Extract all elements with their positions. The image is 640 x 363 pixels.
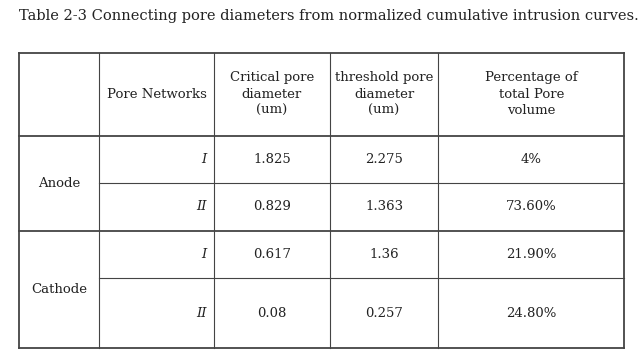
Text: 1.36: 1.36 — [369, 248, 399, 261]
Text: I: I — [202, 248, 207, 261]
Text: Percentage of
total Pore
volume: Percentage of total Pore volume — [485, 72, 577, 117]
Text: 1.363: 1.363 — [365, 200, 403, 213]
Text: threshold pore
diameter
(um): threshold pore diameter (um) — [335, 72, 433, 117]
Text: Table 2-3 Connecting pore diameters from normalized cumulative intrusion curves.: Table 2-3 Connecting pore diameters from… — [19, 9, 639, 23]
Text: 4%: 4% — [521, 153, 541, 166]
Text: 0.257: 0.257 — [365, 307, 403, 319]
Text: 1.825: 1.825 — [253, 153, 291, 166]
Text: 73.60%: 73.60% — [506, 200, 557, 213]
Text: 24.80%: 24.80% — [506, 307, 556, 319]
Text: II: II — [196, 307, 207, 319]
Text: Critical pore
diameter
(um): Critical pore diameter (um) — [230, 72, 314, 117]
Text: 0.08: 0.08 — [257, 307, 287, 319]
Text: II: II — [196, 200, 207, 213]
Text: Pore Networks: Pore Networks — [107, 88, 207, 101]
Text: I: I — [202, 153, 207, 166]
Text: Cathode: Cathode — [31, 283, 87, 296]
Text: 0.617: 0.617 — [253, 248, 291, 261]
Text: Anode: Anode — [38, 177, 81, 190]
Text: 0.829: 0.829 — [253, 200, 291, 213]
Text: 21.90%: 21.90% — [506, 248, 556, 261]
Text: 2.275: 2.275 — [365, 153, 403, 166]
